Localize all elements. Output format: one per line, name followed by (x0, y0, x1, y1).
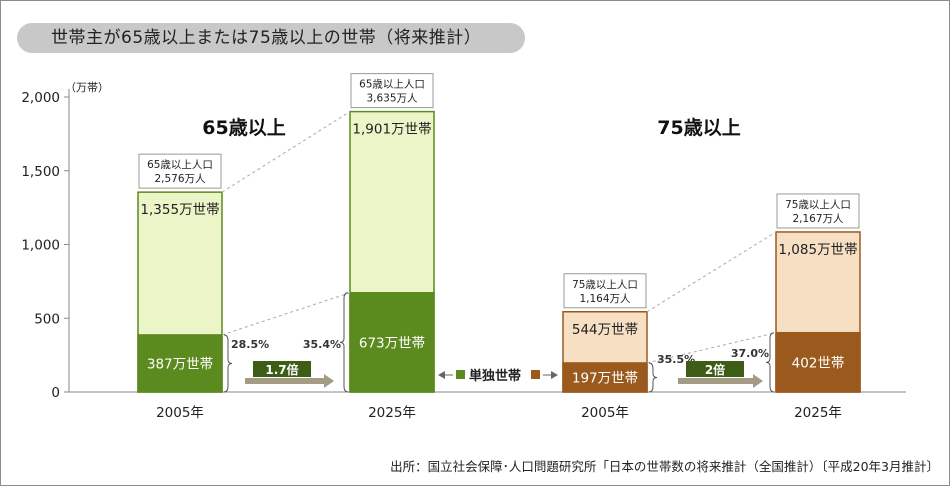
share-label: 37.0% (731, 347, 769, 360)
page-title: 世帯主が65歳以上または75歳以上の世帯（将来推計） (17, 23, 525, 53)
population-box-value: 2,167万人 (792, 213, 844, 225)
x-tick-label: 2005年 (581, 405, 629, 421)
x-tick-label: 2025年 (368, 405, 416, 421)
growth-65-arrow (245, 374, 334, 388)
data-label-total: 544万世帯 (572, 322, 638, 338)
growth-65-label: 1.7倍 (265, 362, 298, 377)
legend-label: 単独世帯 (469, 368, 521, 384)
growth-75-arrow (678, 374, 763, 388)
population-box (776, 193, 860, 229)
data-label-single: 402世帯 (792, 355, 845, 371)
legend-arrow-right-head (551, 371, 558, 379)
population-box (350, 73, 434, 109)
share-brace (223, 334, 233, 393)
y-tick-label: 0 (51, 385, 60, 401)
data-label-single: 673万世帯 (359, 335, 425, 351)
population-box-value: 3,635万人 (366, 93, 418, 105)
share-label: 28.5% (231, 338, 269, 351)
data-label-total: 1,085万世帯 (778, 242, 857, 258)
y-tick-label: 1,000 (21, 238, 60, 254)
y-tick-label: 500 (34, 311, 60, 327)
growth-75-badge (686, 361, 744, 377)
x-tick-label: 2005年 (156, 405, 204, 421)
growth-75-label: 2倍 (705, 362, 725, 377)
legend-swatch-75 (531, 370, 540, 379)
population-box-value: 2,576万人 (154, 173, 206, 185)
bar-single (349, 291, 435, 393)
bar-single (562, 362, 648, 393)
connector-total (646, 231, 777, 313)
share-brace (765, 332, 775, 393)
population-box (138, 153, 222, 189)
population-box (563, 273, 647, 309)
connector-single (646, 332, 777, 364)
data-label-total: 1,355万世帯 (140, 202, 219, 218)
legend-swatch-65 (456, 370, 465, 379)
connector-total (221, 111, 351, 193)
data-label-total: 1,901万世帯 (352, 122, 431, 138)
population-box-title: 65歳以上人口 (359, 79, 425, 91)
x-tick-label: 2025年 (794, 405, 842, 421)
share-brace (339, 292, 349, 393)
population-box-title: 75歳以上人口 (785, 199, 851, 211)
population-box-title: 65歳以上人口 (147, 159, 213, 171)
y-tick-label: 2,000 (21, 90, 60, 106)
share-label: 35.5% (657, 353, 695, 366)
y-axis-unit: （万帯） (65, 81, 109, 94)
population-box-value: 1,164万人 (579, 293, 631, 305)
source-note: 出所：国立社会保障･人口問題研究所「日本の世帯数の将来推計（全国推計）〔平成20… (390, 459, 939, 474)
legend-arrow-left-head (438, 371, 445, 379)
y-tick-label: 1,500 (21, 164, 60, 180)
growth-65-badge (253, 361, 311, 377)
population-box-title: 75歳以上人口 (572, 279, 638, 291)
share-brace (648, 362, 658, 393)
share-label: 35.4% (303, 338, 341, 351)
bar-single (775, 331, 861, 393)
data-label-single: 387万世帯 (147, 356, 213, 372)
group-label: 75歳以上 (657, 117, 740, 139)
bar-chart: 0 500 1,000 1,500 2,000 （万帯） 2005年 2025年 2005年 20… (21, 73, 906, 421)
group-label: 65歳以上 (202, 117, 285, 139)
connector-single (221, 292, 351, 336)
data-label-single: 197万世帯 (572, 370, 638, 386)
bar-single (137, 334, 223, 393)
